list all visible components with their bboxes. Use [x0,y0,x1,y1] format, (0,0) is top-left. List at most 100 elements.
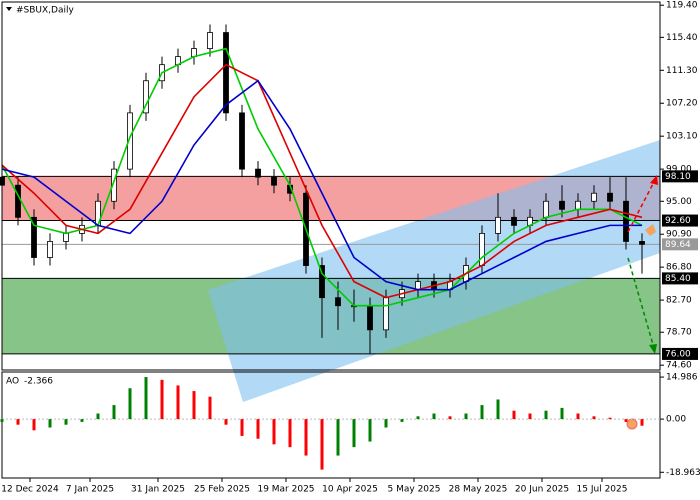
candle-body [271,176,277,186]
ao-bar [560,407,564,420]
x-tick-label: 20 Jun 2025 [515,485,569,495]
ao-bar [400,419,404,422]
x-tick-label: 31 Jan 2025 [131,485,185,495]
candle-body [479,233,485,266]
x-tick-label: 10 Apr 2025 [322,485,378,495]
candle-body [495,216,501,234]
x-tick-label: 19 Mar 2025 [257,485,314,495]
moving-average [1,79,642,291]
y-tick-label: 111.30 [666,66,698,76]
y-tick-label: 115.40 [666,33,698,43]
candle-body [367,305,373,331]
x-tick-label: 15 Jul 2025 [577,485,628,495]
candle-body [335,297,341,307]
main-frame [1,1,661,371]
level-label: 92.60 [665,216,691,226]
ao-bar [16,419,20,425]
ao-bar [512,410,516,420]
candle-body [63,233,69,242]
x-tick-label: 12 Dec 2024 [1,485,59,495]
ao-marker [626,418,638,430]
ao-bar [496,399,500,420]
candle-body [543,200,549,218]
ao-bar [240,419,244,436]
y-tick-label: 86.80 [666,263,692,273]
candle-body [15,184,21,218]
ao-bar [448,416,452,420]
ao-bar [256,419,260,439]
level-box [662,347,698,360]
x-tick-label: 5 May 2025 [388,485,441,495]
ao-bar [0,419,4,422]
plot [0,24,660,355]
ao-bar [160,379,164,420]
x-tick-label: 28 May 2025 [449,485,508,495]
y-tick-label: 95.00 [666,197,692,207]
candle-body [383,297,389,331]
candle-body [47,241,53,258]
ao-bar [176,385,180,420]
x-tick-label: 7 Jan 2025 [66,485,114,495]
level-box [662,272,698,285]
chart-title: #SBUX,Daily [16,6,74,16]
ao-bar [528,413,532,420]
level-label: 98.10 [665,172,691,182]
ao-bar [64,419,68,425]
ao-value: -2.366 [24,377,53,387]
y-tick-label: -18.963 [666,468,700,478]
ao-bar [432,413,436,420]
y-tick-label: 90.90 [666,230,692,240]
y-tick-label: 82.70 [666,296,692,306]
ao-bar [480,405,484,420]
title-icon [6,7,12,11]
ao-bar [192,391,196,420]
up-arrow-head [650,175,658,185]
marker [645,224,656,236]
candle-body [239,112,245,170]
level-box [662,170,698,183]
ao-bar [304,419,308,456]
candle-body [31,216,37,258]
y-tick-label: 103.10 [666,132,698,142]
ao-bar [128,388,132,420]
y-tick-label: 78.70 [666,328,692,338]
ao-bar [608,417,612,420]
x-tick-label: 25 Feb 2025 [194,485,250,495]
candle-body [639,241,645,245]
candle-body [127,112,133,170]
candle-body [559,200,565,210]
ao-bar [32,419,36,431]
level-label: 89.64 [665,240,691,250]
y-tick-label: 99.00 [666,165,692,175]
candle-body [255,168,261,178]
ao-bar [80,419,84,422]
moving-average [1,47,643,307]
ao-bar [48,419,52,428]
ao-bar [352,419,356,448]
ao-bar [384,419,388,428]
candle-body [511,216,517,226]
candle-body [591,192,597,202]
level-label: 76.00 [665,349,691,359]
ao-bar [224,419,228,425]
level-box [662,238,698,251]
ao-bar [368,419,372,442]
moving-average [1,63,643,299]
candle-body [575,200,581,210]
candle-body [607,192,613,202]
ao-bar [208,396,212,420]
ao-bar [320,419,324,470]
candle-body [143,80,149,114]
down-arrow-head [649,344,657,354]
ao-bar [288,419,292,448]
ao-bar [272,419,276,445]
candle-body [111,168,117,202]
candle-body [623,200,629,242]
ao-bar [640,419,644,426]
up-arrow [627,179,656,233]
down-arrow [627,257,655,349]
candle-body [223,32,229,114]
ao-bar [624,419,628,422]
candle-body [207,32,213,50]
